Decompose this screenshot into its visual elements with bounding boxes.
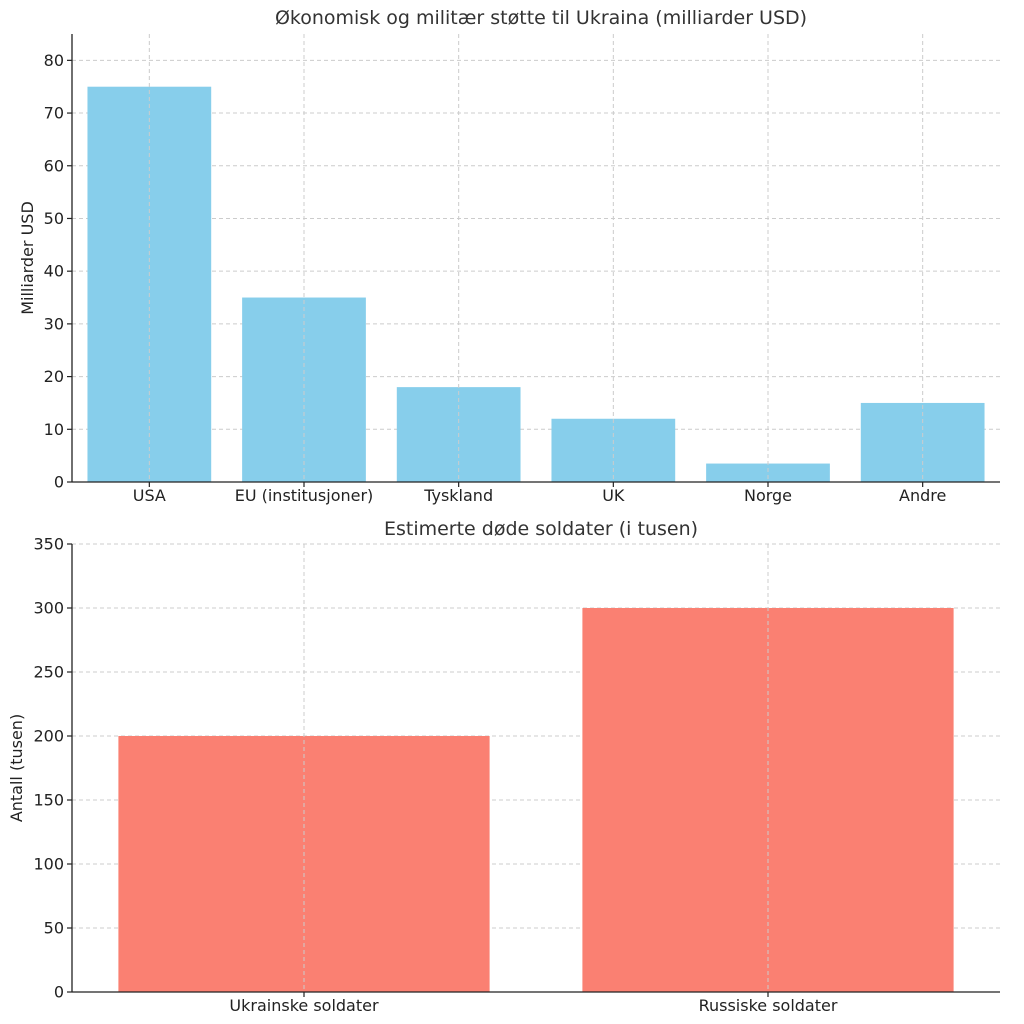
y-tick-label: 30 (44, 314, 64, 333)
x-tick-label: Andre (899, 486, 946, 505)
x-tick-label: UK (602, 486, 625, 505)
x-tick-label: USA (133, 486, 166, 505)
support-chart: 0 10 20 30 40 50 60 70 80 USA EU (institusjoner) Ty… (18, 7, 1000, 505)
x-tick-label: Ukrainske soldater (229, 996, 379, 1015)
casualties-chart: 0 50 100 150 200 250 300 350 Ukrainske soldater R… (7, 518, 1000, 1015)
y-tick-label: 20 (44, 367, 64, 386)
y-tick-label: 40 (44, 262, 64, 281)
y-tick-label: 100 (33, 855, 64, 874)
y-tick-label: 250 (33, 663, 64, 682)
x-tick-label: Tyskland (423, 486, 493, 505)
chart-title: Estimerte døde soldater (i tusen) (384, 518, 698, 540)
bar-usa (87, 86, 212, 483)
x-tick-label: Norge (744, 486, 792, 505)
y-tick-label: 0 (54, 983, 64, 1002)
y-tick-label: 80 (44, 51, 64, 70)
y-tick-label: 200 (33, 727, 64, 746)
y-axis-label: Milliarder USD (18, 201, 37, 315)
y-tick-label: 10 (44, 420, 64, 439)
y-axis-label: Antall (tusen) (7, 714, 26, 822)
y-tick-label: 150 (33, 791, 64, 810)
y-tick-label: 50 (44, 919, 64, 938)
y-tick-label: 70 (44, 104, 64, 123)
y-tick-label: 60 (44, 156, 64, 175)
chart-title: Økonomisk og militær støtte til Ukraina … (275, 7, 807, 29)
x-tick-label: Russiske soldater (699, 996, 838, 1015)
y-tick-label: 350 (33, 535, 64, 554)
x-tick-label: EU (institusjoner) (235, 486, 374, 505)
y-tick-label: 0 (54, 473, 64, 492)
y-tick-label: 300 (33, 599, 64, 618)
y-tick-label: 50 (44, 209, 64, 228)
bar-norge (706, 463, 830, 482)
